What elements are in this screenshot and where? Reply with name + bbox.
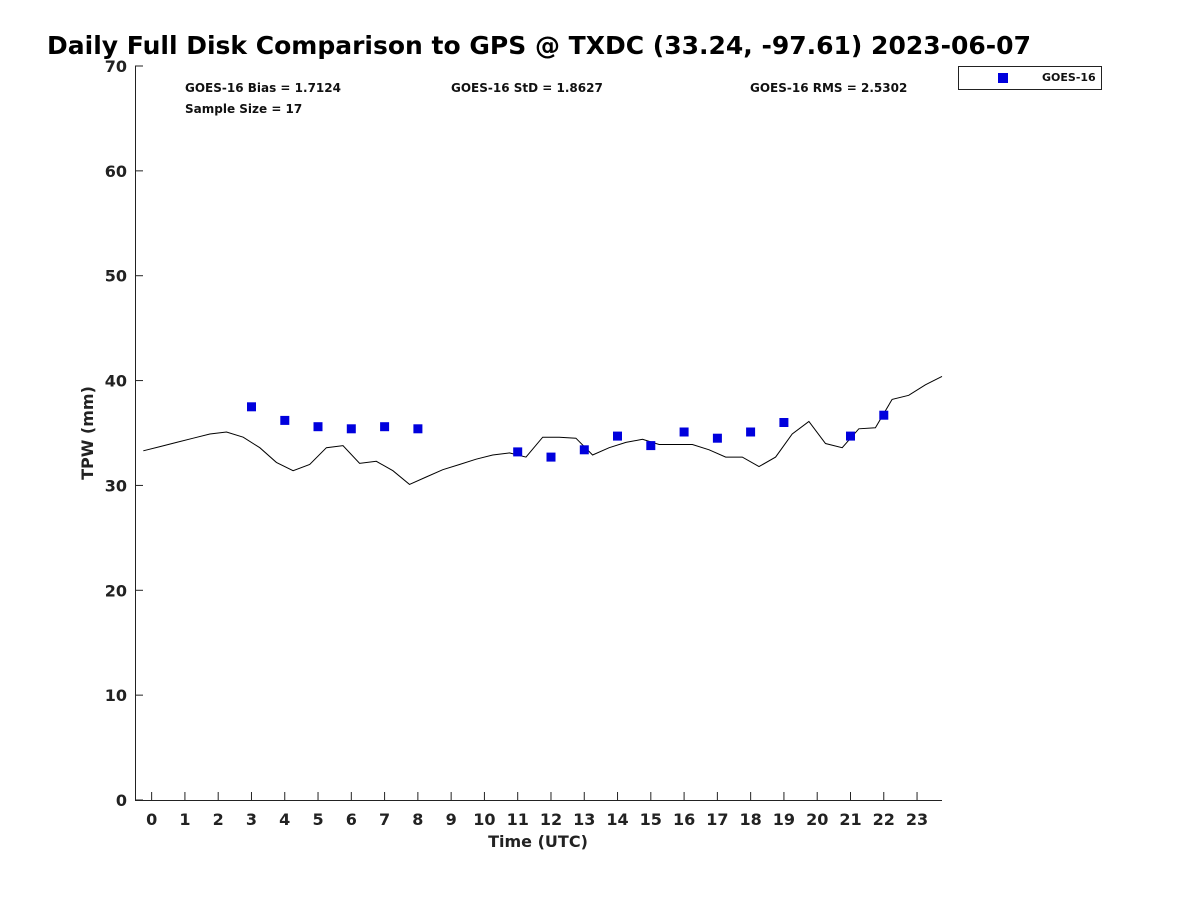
goes16-point-series [247,402,889,462]
x-ticks: 0 1 2 3 4 5 6 7 8 9 10 11 12 13 14 15 16 17 18 19 20 21 22 23 [146,792,928,829]
goes16-point [280,415,290,425]
goes16-point [646,441,656,451]
goes16-point [746,427,756,437]
goes16-point [380,422,390,432]
x-axis-label: Time (UTC) [488,832,588,851]
x-tick-label: 9 [446,810,457,829]
y-axis-label: TPW (mm) [78,386,97,480]
x-tick-label: 2 [213,810,224,829]
y-tick-label: 40 [105,372,127,391]
goes16-point [712,433,722,443]
y-tick-label: 20 [105,581,127,600]
x-tick-label: 21 [839,810,861,829]
goes16-point [346,424,356,434]
goes16-point [579,445,589,455]
x-tick-label: 11 [507,810,529,829]
gps-line-series [143,375,943,485]
x-tick-label: 1 [179,810,190,829]
y-tick-label: 30 [105,476,127,495]
x-tick-label: 4 [279,810,290,829]
bias-stat: GOES-16 Bias = 1.7124 [185,81,341,95]
goes16-point [613,431,622,441]
legend-box [958,66,1102,90]
x-tick-label: 12 [540,810,562,829]
goes16-point [546,452,556,462]
legend: GOES-16 [958,66,1102,90]
goes16-point [413,424,423,434]
y-tick-label: 70 [105,57,127,76]
x-tick-label: 16 [673,810,695,829]
rms-stat: GOES-16 RMS = 2.5302 [750,81,907,95]
goes16-point [879,410,889,420]
goes16-point [779,418,789,427]
legend-marker [998,73,1008,83]
goes16-point [313,422,323,432]
x-tick-label: 6 [346,810,357,829]
x-tick-label: 0 [146,810,157,829]
goes16-point [247,402,256,412]
y-tick-label: 60 [105,162,127,181]
axes [135,66,942,801]
goes16-point [679,427,689,437]
x-tick-label: 20 [806,810,828,829]
goes16-point [513,447,523,457]
x-tick-label: 3 [246,810,257,829]
y-tick-label: 0 [116,791,127,810]
std-stat: GOES-16 StD = 1.8627 [451,81,603,95]
gps-tpw-line [143,375,943,485]
x-tick-label: 19 [773,810,795,829]
y-ticks: 0 10 20 30 40 50 60 70 [105,57,143,810]
y-tick-label: 10 [105,686,127,705]
goes16-point [846,431,855,441]
x-tick-label: 17 [706,810,728,829]
sample-size-stat: Sample Size = 17 [185,102,302,116]
x-tick-label: 22 [873,810,895,829]
x-tick-label: 15 [640,810,662,829]
x-tick-label: 10 [473,810,495,829]
chart-title: Daily Full Disk Comparison to GPS @ TXDC… [47,31,1031,60]
x-tick-label: 7 [379,810,390,829]
x-tick-label: 8 [412,810,423,829]
y-tick-label: 50 [105,267,127,286]
legend-label: GOES-16 [1042,71,1096,84]
x-tick-label: 18 [740,810,762,829]
x-tick-label: 14 [606,810,628,829]
x-tick-label: 5 [312,810,323,829]
x-tick-label: 23 [906,810,928,829]
x-tick-label: 13 [573,810,595,829]
